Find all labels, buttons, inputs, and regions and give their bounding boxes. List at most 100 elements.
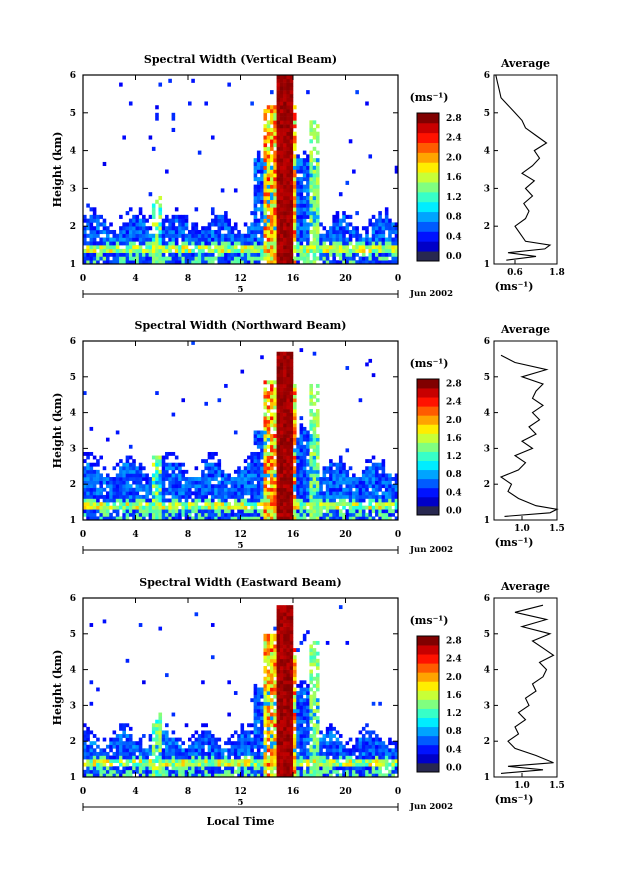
heatmap-cell	[329, 226, 333, 231]
heatmap-cell	[168, 744, 172, 749]
heatmap-cell	[253, 687, 258, 692]
heatmap-cell	[273, 716, 277, 721]
heatmap-cell	[319, 766, 323, 771]
heatmap-cell	[365, 484, 369, 489]
heatmap-cell	[119, 469, 123, 474]
heatmap-cell	[188, 233, 192, 238]
heatmap-cell	[276, 644, 281, 649]
heatmap-cell	[315, 184, 320, 189]
heatmap-cell	[270, 448, 274, 453]
heatmap-cell	[270, 199, 274, 204]
heatmap-cell	[83, 477, 87, 481]
heatmap-cell	[394, 484, 399, 489]
heatmap-cell	[325, 494, 330, 499]
heatmap-cell	[184, 509, 189, 514]
heatmap-cell	[289, 444, 294, 449]
heatmap-cell	[250, 245, 254, 250]
heatmap-cell	[293, 226, 297, 231]
heatmap-cell	[151, 759, 156, 763]
heatmap-cell	[260, 451, 264, 456]
heatmap-cell	[286, 683, 291, 688]
heatmap-cell	[289, 412, 294, 417]
heatmap-cell	[194, 509, 199, 514]
heatmap-cell	[109, 744, 113, 749]
heatmap-cell	[161, 256, 166, 261]
x-tick-label: 0	[80, 530, 86, 540]
heatmap-cell	[283, 701, 287, 706]
heatmap-cell	[83, 248, 87, 253]
heatmap-cell	[338, 751, 343, 756]
heatmap-cell	[286, 195, 291, 201]
heatmap-cell	[151, 248, 156, 253]
heatmap-cell	[260, 473, 264, 478]
heatmap-cell	[89, 473, 94, 478]
heatmap-cell	[158, 502, 163, 506]
heatmap-cell	[365, 491, 369, 496]
heatmap-cell	[253, 466, 258, 471]
heatmap-cell	[266, 487, 271, 492]
heatmap-cell	[296, 233, 300, 238]
heatmap-cell	[243, 469, 248, 474]
heatmap-cell	[293, 105, 297, 110]
heatmap-cell	[309, 188, 313, 193]
heatmap-cell	[289, 640, 294, 645]
heatmap-cell	[289, 491, 294, 496]
heatmap-cell	[161, 245, 166, 250]
heatmap-cell	[345, 494, 350, 499]
heatmap-cell	[279, 248, 284, 253]
heatmap-cell	[315, 391, 320, 395]
heatmap-cell	[270, 154, 274, 159]
heatmap-cell	[174, 494, 179, 499]
heatmap-cell	[184, 773, 189, 778]
heatmap-cell	[302, 502, 307, 506]
heatmap-cell	[168, 480, 172, 485]
heatmap-cell	[276, 502, 281, 506]
heatmap-cell	[293, 177, 297, 182]
heatmap-cell	[338, 226, 343, 231]
heatmap-cell	[138, 773, 143, 778]
heatmap-cell	[270, 651, 274, 656]
heatmap-cell	[171, 712, 176, 717]
heatmap-cell	[151, 480, 156, 485]
heatmap-cell	[286, 369, 291, 374]
heatmap-cell	[250, 698, 254, 703]
heatmap-cell	[279, 691, 284, 695]
heatmap-cell	[253, 723, 258, 728]
heatmap-cell	[286, 755, 291, 760]
heatmap-cell	[309, 658, 313, 663]
heatmap-cell	[276, 737, 281, 742]
heatmap-cell	[171, 233, 176, 238]
heatmap-cell	[109, 755, 113, 760]
heatmap-cell	[312, 708, 317, 713]
heatmap-cell	[283, 412, 287, 417]
heatmap-cell	[237, 766, 241, 771]
heatmap-cell	[368, 512, 373, 517]
heatmap-cell	[273, 662, 277, 667]
heatmap-cell	[293, 398, 297, 403]
heatmap-cell	[250, 751, 254, 756]
heatmap-cell	[296, 698, 300, 703]
heatmap-cell	[263, 412, 268, 417]
heatmap-cell	[270, 662, 274, 667]
heatmap-cell	[260, 751, 264, 756]
heatmap-cell	[338, 494, 343, 499]
heatmap-cell	[276, 177, 281, 182]
colorbar-segment	[417, 231, 439, 242]
heatmap-cell	[276, 455, 281, 460]
heatmap-cell	[194, 741, 199, 746]
heatmap-cell	[128, 248, 133, 253]
heatmap-cell	[184, 502, 189, 506]
heatmap-cell	[270, 131, 274, 136]
heatmap-cell	[309, 694, 313, 699]
heatmap-cell	[394, 233, 399, 238]
heatmap-cell	[197, 477, 202, 481]
heatmap-cell	[299, 203, 304, 208]
heatmap-cell	[266, 398, 271, 403]
heatmap-cell	[250, 455, 254, 460]
heatmap-cell	[253, 769, 258, 774]
heatmap-cell	[247, 737, 251, 742]
heatmap-cell	[161, 248, 166, 253]
heatmap-cell	[83, 512, 87, 517]
heatmap-cell	[168, 237, 172, 242]
heatmap-cell	[256, 516, 261, 521]
